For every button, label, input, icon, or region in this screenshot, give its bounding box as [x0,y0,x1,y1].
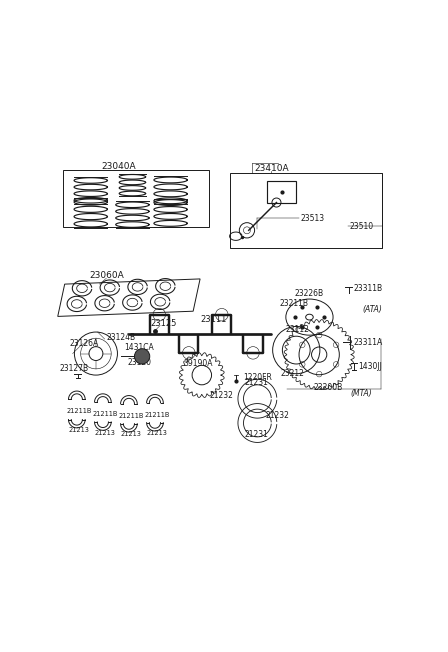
Text: 21213: 21213 [121,432,142,437]
Text: 23226B: 23226B [294,289,323,298]
Text: 23127B: 23127B [60,364,89,373]
Text: 23212: 23212 [281,369,305,378]
Polygon shape [58,279,200,316]
Text: 1220FR: 1220FR [243,374,271,382]
Text: 23120: 23120 [127,358,151,366]
Text: 21232: 21232 [209,391,233,400]
Text: 21211B: 21211B [66,408,91,415]
Text: 23311A: 23311A [354,338,383,347]
Text: 21211B: 21211B [118,413,144,419]
Text: 23510: 23510 [349,222,374,231]
Text: 21232: 21232 [266,411,289,420]
Text: 23111: 23111 [201,315,227,324]
Text: 21211B: 21211B [92,411,118,417]
Text: 23513: 23513 [300,214,324,222]
Text: 23410A: 23410A [254,164,289,173]
Text: 21213: 21213 [69,427,89,433]
Text: 23124B: 23124B [106,333,135,342]
Text: (MTA): (MTA) [350,389,372,398]
Text: 21231: 21231 [245,430,269,439]
Bar [230,173,383,248]
Text: 23125: 23125 [151,319,177,328]
Text: 23211B: 23211B [280,299,309,308]
Text: 21213: 21213 [146,430,168,436]
Text: 23311B: 23311B [354,284,383,293]
Text: 39190A: 39190A [184,359,213,368]
Text: 1431CA: 1431CA [125,343,154,352]
Text: 23200B: 23200B [314,383,343,392]
Text: 23112: 23112 [285,325,309,334]
Text: 23040A: 23040A [101,162,136,171]
Bar [267,181,297,203]
Circle shape [134,349,150,364]
Text: (ATA): (ATA) [362,305,382,314]
Text: 21231: 21231 [245,378,269,387]
Bar [63,170,209,227]
Text: 21213: 21213 [95,430,116,436]
Text: 21211B: 21211B [144,412,170,418]
Text: 23060A: 23060A [89,271,124,280]
Text: 23126A: 23126A [69,339,99,348]
Text: 1430JJ: 1430JJ [358,363,382,371]
